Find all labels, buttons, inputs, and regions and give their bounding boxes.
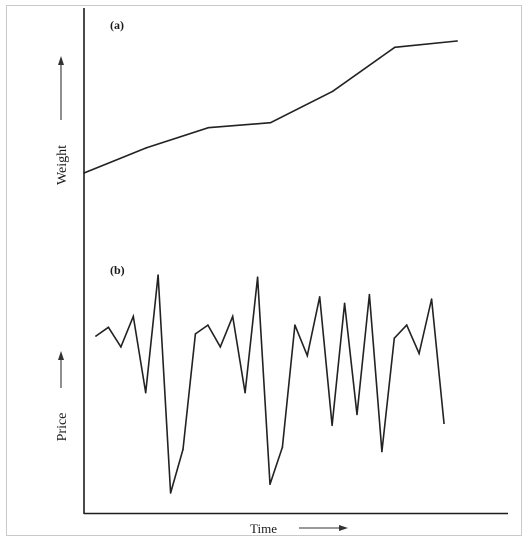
- price-series-line: [95, 274, 445, 494]
- price-point-10: [219, 346, 222, 348]
- price-point-21: [356, 413, 358, 416]
- price-point-24: [393, 337, 396, 340]
- price-point-15: [281, 446, 284, 449]
- price-axis-label: Price: [55, 413, 70, 442]
- price-point-18: [318, 296, 321, 298]
- price-point-2: [120, 346, 122, 348]
- time-axis-label: Time: [250, 521, 277, 536]
- price-point-6: [169, 492, 172, 494]
- price-point-1: [107, 326, 110, 329]
- weight-axis-label: Weight: [55, 145, 70, 185]
- weight-point-4: [331, 90, 334, 93]
- price-point-16: [294, 324, 296, 326]
- price-point-12: [244, 391, 246, 394]
- price-point-19: [331, 424, 333, 427]
- weight-point-3: [269, 121, 272, 124]
- figure-frame: [6, 5, 522, 536]
- weight-point-2: [207, 126, 210, 129]
- weight-arrow-icon: [58, 56, 64, 120]
- weight-point-5: [394, 46, 396, 49]
- price-point-28: [443, 422, 445, 425]
- price-arrow-icon: [58, 351, 64, 388]
- price-point-27: [430, 298, 433, 300]
- price-point-22: [368, 293, 371, 296]
- weight-series-line: [83, 40, 458, 174]
- price-point-13: [256, 276, 259, 279]
- price-point-20: [343, 302, 346, 305]
- price-point-5: [157, 274, 159, 276]
- price-point-25: [405, 324, 408, 326]
- price-point-7: [182, 448, 184, 451]
- price-point-26: [418, 352, 420, 355]
- price-point-23: [381, 450, 383, 453]
- price-point-3: [132, 315, 135, 318]
- price-point-14: [269, 483, 271, 486]
- panel-b-label: (b): [110, 263, 125, 277]
- weight-point-0: [83, 172, 85, 174]
- price-point-9: [207, 324, 209, 326]
- weight-point-6: [456, 40, 458, 42]
- weight-point-1: [145, 147, 147, 149]
- price-point-0: [95, 335, 97, 337]
- price-point-11: [231, 315, 234, 318]
- panel-a-label: (a): [110, 18, 124, 32]
- price-point-8: [194, 333, 197, 335]
- time-arrow-icon: [299, 525, 348, 531]
- price-point-4: [144, 391, 147, 394]
- price-point-17: [306, 354, 309, 357]
